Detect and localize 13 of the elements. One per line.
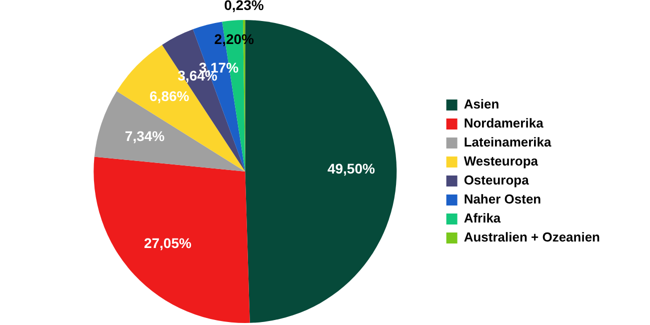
data-label: 49,50% (327, 160, 376, 177)
legend-label: Asien (464, 96, 500, 112)
data-label: 6,86% (150, 88, 190, 104)
legend-label: Osteuropa (464, 172, 530, 188)
data-label: 7,34% (124, 128, 166, 144)
legend-label: Naher Osten (464, 192, 542, 207)
legend-label: Lateinamerika (464, 134, 552, 150)
legend-label: Afrika (464, 210, 502, 226)
data-label: 27,05% (144, 234, 192, 251)
legend-label: Westeuropa (464, 154, 539, 169)
legend-label: Nordamerika (464, 116, 544, 131)
data-label: 0,23% (224, 0, 264, 14)
legend-label: Australien + Ozeanien (464, 230, 600, 245)
